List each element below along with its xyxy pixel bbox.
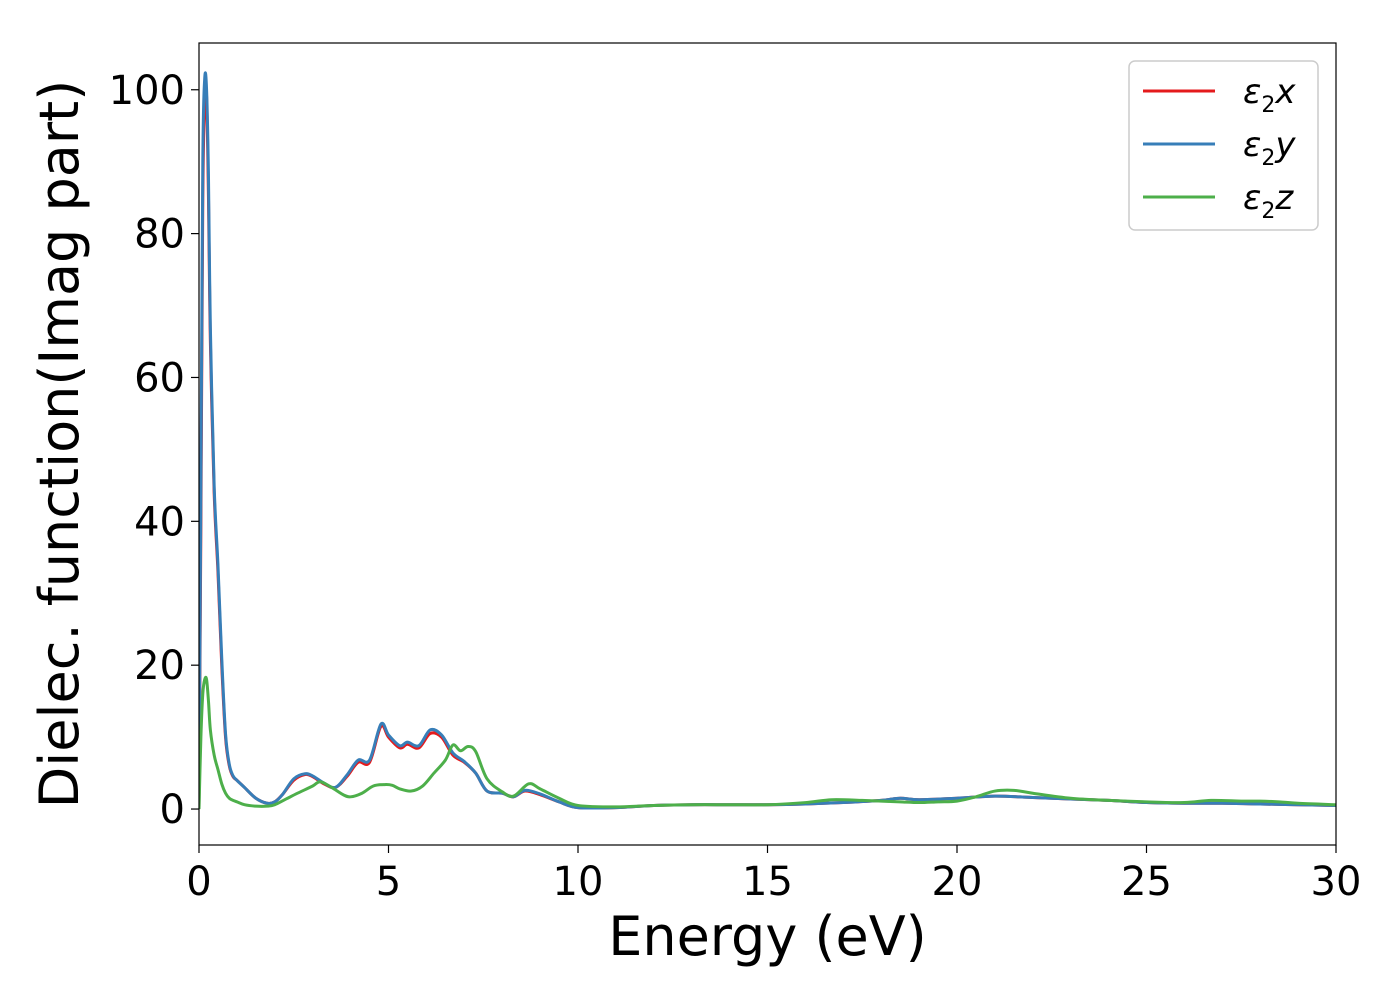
x-tick-label: 15 xyxy=(742,859,793,905)
x-tick-label: 20 xyxy=(932,859,983,905)
ticks-layer: 0 5 10 15 20 25 30 0 20 40 60 80 100 xyxy=(109,68,1362,905)
legend-label-y: ε2y xyxy=(1243,125,1296,171)
series-layer xyxy=(199,71,1336,810)
y-axis-title: Dielec. function(Imag part) xyxy=(28,80,91,809)
y-tick-label: 60 xyxy=(134,355,185,401)
y-tick-label: 20 xyxy=(134,643,185,689)
x-axis-title: Energy (eV) xyxy=(608,905,927,968)
series-line-y xyxy=(199,71,1336,810)
y-tick-label: 100 xyxy=(109,68,185,114)
x-tick-label: 0 xyxy=(186,859,211,905)
y-tick-label: 80 xyxy=(134,212,185,258)
x-tick-label: 5 xyxy=(376,859,401,905)
x-tick-label: 30 xyxy=(1311,859,1362,905)
y-tick-label: 40 xyxy=(134,499,185,545)
series-line-z xyxy=(199,675,1336,810)
x-tick-label: 25 xyxy=(1121,859,1172,905)
y-tick-label: 0 xyxy=(160,787,185,833)
x-tick-label: 10 xyxy=(553,859,604,905)
legend-box xyxy=(1128,60,1319,231)
legend-label-z: ε2z xyxy=(1243,178,1294,224)
legend: ε2x ε2y ε2z xyxy=(1128,60,1319,231)
legend-items: ε2x ε2y ε2z xyxy=(1143,72,1296,224)
legend-label-x: ε2x xyxy=(1243,72,1296,118)
